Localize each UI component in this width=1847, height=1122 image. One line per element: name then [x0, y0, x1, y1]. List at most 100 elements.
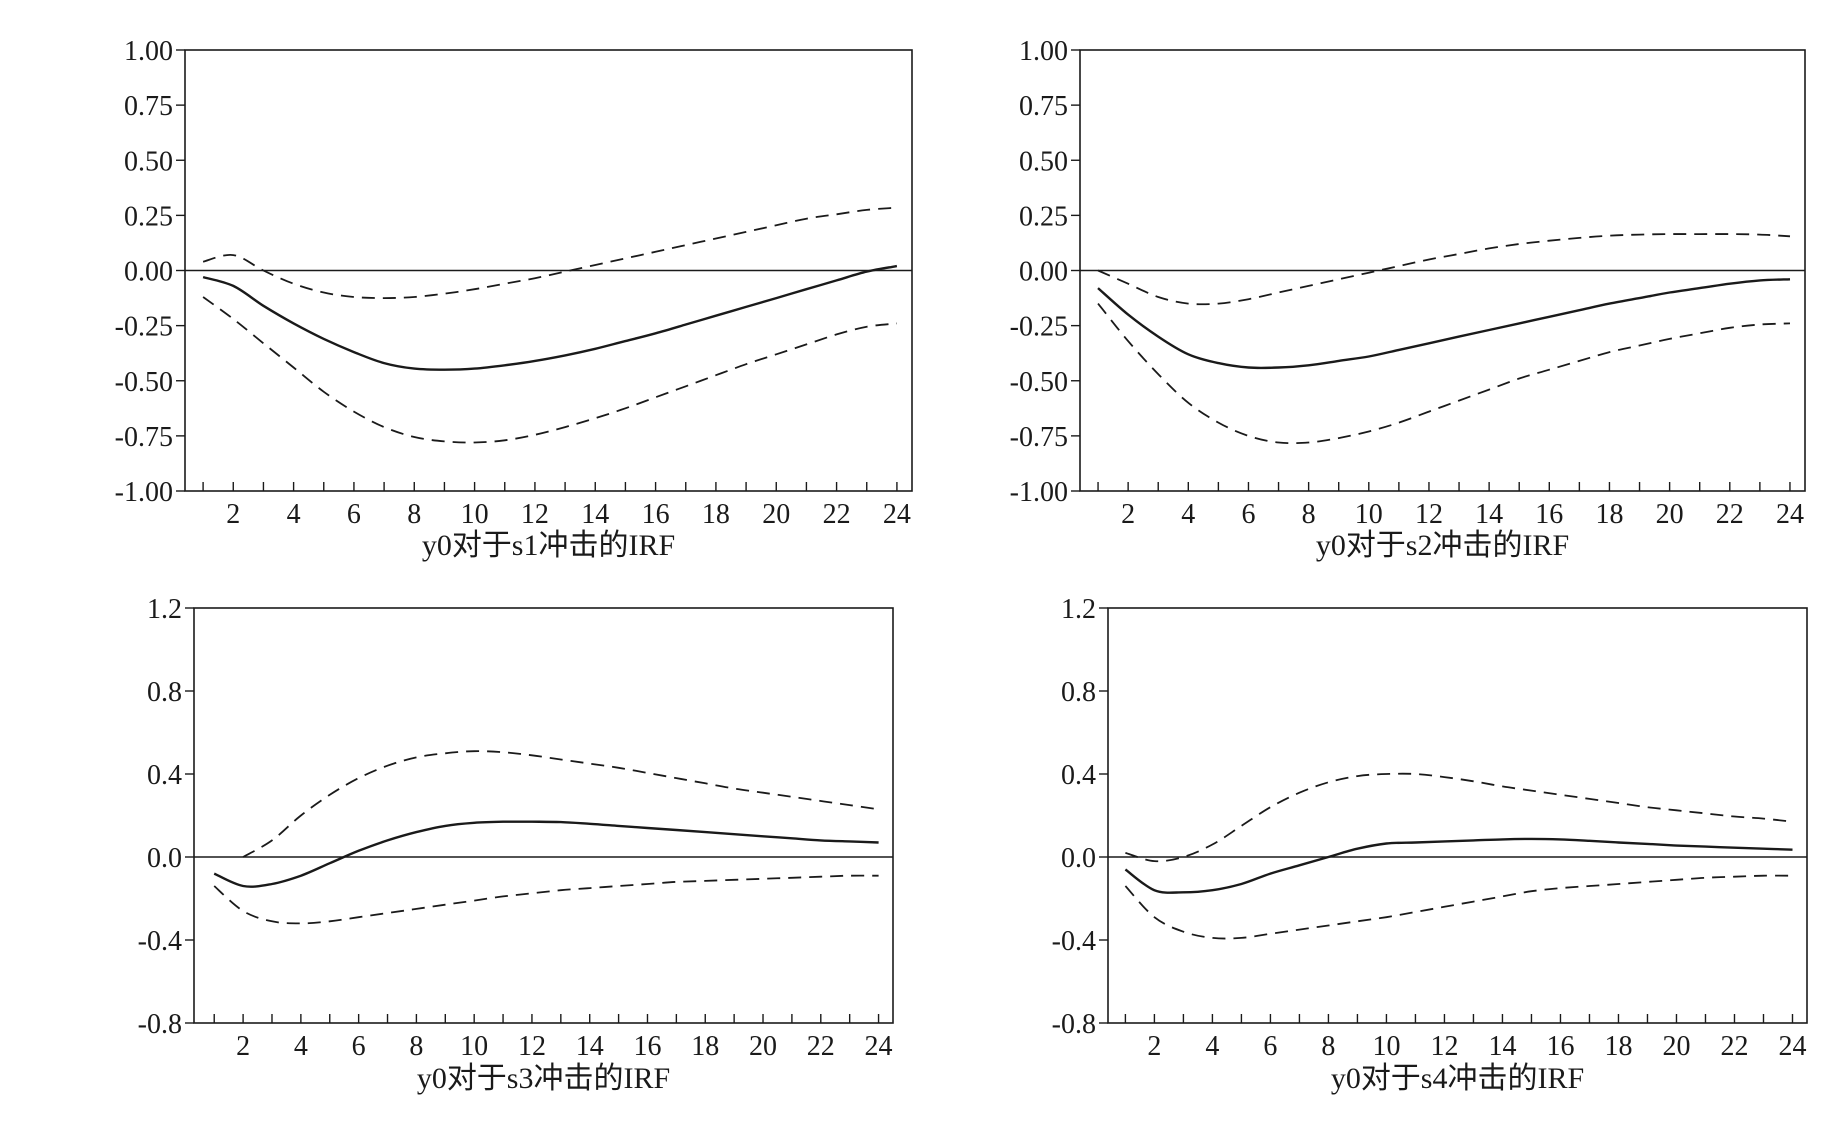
x-tick-label: 10: [461, 499, 489, 530]
y-tick-label: 1.2: [147, 594, 182, 625]
irf-line: [1097, 278, 1791, 370]
x-tick-label: 16: [1535, 499, 1563, 530]
upper-bound-line: [1125, 772, 1793, 863]
x-tick-label: 20: [749, 1031, 777, 1062]
lower-bound-line: [213, 874, 879, 925]
panel-y0-s3: 1.20.80.40.0-0.4-0.82 4 6 8 10 12 14 16 18 20 22 24…: [138, 594, 894, 1095]
x-tick-label: 8: [407, 499, 421, 530]
x-tick-label: 2: [1147, 1031, 1161, 1062]
x-tick-label: 22: [1716, 499, 1744, 530]
panel-y0-s2: 1.00 0.75 0.50 0.25 0.00 -0.25 -0.50 -0.75 -1.00…: [1010, 36, 1806, 562]
x-tick-label: 24: [1776, 499, 1804, 530]
x-tick-label: 20: [1656, 499, 1684, 530]
x-tick-label: 4: [294, 1031, 308, 1062]
x-tick-label: 24: [883, 499, 911, 530]
x-tick-label: 20: [762, 499, 790, 530]
y-tick-label: 0.50: [124, 146, 173, 177]
x-tick-label: 24: [865, 1031, 893, 1062]
y-tick-label: 0.4: [1061, 760, 1096, 791]
y-tick-label: 0.75: [124, 91, 173, 122]
x-tick-label: 10: [1372, 1031, 1400, 1062]
panel-caption: y0对于s4冲击的IRF: [1331, 1062, 1584, 1095]
x-tick-label: 22: [807, 1031, 835, 1062]
x-tick-label: 6: [347, 499, 361, 530]
y-tick-label: -0.4: [1052, 926, 1096, 957]
y-tick-label: 1.00: [1019, 36, 1068, 67]
y-tick-label: 1.2: [1061, 594, 1096, 625]
upper-bound-line: [202, 206, 897, 299]
y-tick-label: 0.4: [147, 760, 182, 791]
x-tick-label: 20: [1662, 1031, 1690, 1062]
y-tick-label: 1.00: [124, 36, 173, 67]
upper-bound-line: [1097, 233, 1791, 306]
irf-line: [202, 264, 898, 371]
x-tick-label: 8: [1302, 499, 1316, 530]
lower-bound-line: [1124, 874, 1793, 940]
x-tick-label: 6: [1263, 1031, 1277, 1062]
y-tick-label: 0.00: [124, 257, 173, 288]
y-tick-label: -1.00: [115, 477, 173, 508]
y-tick-label: -1.00: [1010, 477, 1068, 508]
x-tick-label: 2: [226, 499, 240, 530]
y-tick-label: -0.8: [1052, 1009, 1096, 1040]
y-tick-label: -0.50: [115, 367, 173, 398]
plot-frame: [1107, 607, 1808, 1024]
plot-frame: [193, 607, 894, 1024]
x-tick-label: 22: [1720, 1031, 1748, 1062]
x-tick-label: 4: [1205, 1031, 1219, 1062]
y-tick-label: 0.25: [124, 201, 173, 232]
x-tick-label: 2: [236, 1031, 250, 1062]
x-tick-label: 18: [702, 499, 730, 530]
panel-caption: y0对于s2冲击的IRF: [1316, 529, 1569, 562]
x-tick-label: 12: [1430, 1031, 1458, 1062]
x-tick-label: 24: [1778, 1031, 1806, 1062]
y-tick-label: 0.8: [147, 677, 182, 708]
y-tick-label: -0.4: [138, 926, 182, 957]
x-tick-label: 14: [576, 1031, 604, 1062]
x-tick-label: 22: [823, 499, 851, 530]
x-tick-label: 16: [633, 1031, 661, 1062]
x-tick-label: 16: [1546, 1031, 1574, 1062]
x-tick-label: 4: [287, 499, 301, 530]
y-tick-label: 0.75: [1019, 91, 1068, 122]
x-tick-label: 8: [409, 1031, 423, 1062]
x-tick-label: 18: [1595, 499, 1623, 530]
lower-bound-line: [202, 296, 898, 444]
x-tick-label: 16: [642, 499, 670, 530]
x-tick-label: 4: [1181, 499, 1195, 530]
y-tick-label: 0.50: [1019, 146, 1068, 177]
y-tick-label: -0.75: [115, 422, 173, 453]
y-tick-label: 0.0: [147, 843, 182, 874]
x-tick-label: 12: [1415, 499, 1443, 530]
x-tick-label: 6: [1241, 499, 1255, 530]
lower-bound-line: [1097, 303, 1791, 445]
panel-y0-s1: 1.00 0.75 0.50 0.25 0.00 -0.25 -0.50 -0.75 -1.00…: [115, 36, 913, 562]
y-tick-label: 0.0: [1061, 843, 1096, 874]
irf-line: [213, 820, 879, 888]
y-tick-label: -0.50: [1010, 367, 1068, 398]
x-tick-label: 18: [691, 1031, 719, 1062]
x-tick-label: 10: [1355, 499, 1383, 530]
x-tick-label: 6: [352, 1031, 366, 1062]
x-tick-label: 12: [521, 499, 549, 530]
y-tick-label: 0.25: [1019, 201, 1068, 232]
panel-caption: y0对于s3冲击的IRF: [417, 1062, 670, 1095]
x-tick-label: 8: [1321, 1031, 1335, 1062]
x-tick-label: 18: [1604, 1031, 1632, 1062]
y-tick-label: 0.8: [1061, 677, 1096, 708]
x-tick-label: 2: [1121, 499, 1135, 530]
y-tick-label: -0.25: [115, 312, 173, 343]
y-tick-label: -0.8: [138, 1009, 182, 1040]
upper-bound-line: [242, 750, 879, 858]
x-tick-label: 10: [460, 1031, 488, 1062]
y-tick-label: 0.00: [1019, 257, 1068, 288]
y-tick-label: -0.25: [1010, 312, 1068, 343]
y-tick-label: -0.75: [1010, 422, 1068, 453]
irf-line: [1124, 837, 1793, 894]
x-tick-label: 14: [581, 499, 609, 530]
panel-caption: y0对于s1冲击的IRF: [422, 529, 675, 562]
x-tick-label: 14: [1488, 1031, 1516, 1062]
panel-y0-s4: 1.20.80.40.0-0.4-0.82 4 6 8 10 12 14 16 18 20 22 24…: [1052, 594, 1808, 1095]
x-tick-label: 12: [518, 1031, 546, 1062]
